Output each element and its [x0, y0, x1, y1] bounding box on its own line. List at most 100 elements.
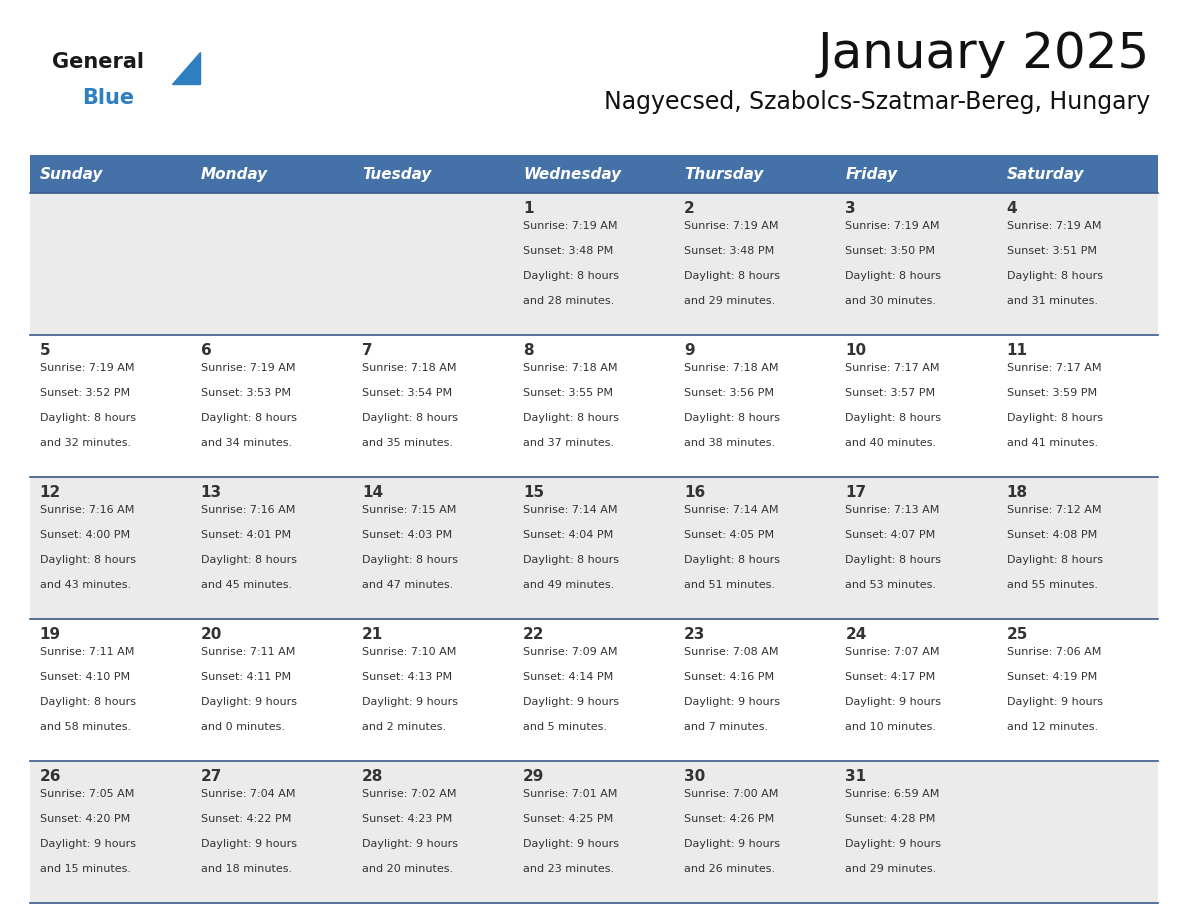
- Text: Daylight: 9 hours: Daylight: 9 hours: [362, 839, 457, 849]
- Text: Daylight: 9 hours: Daylight: 9 hours: [846, 697, 941, 707]
- Text: Sunset: 3:55 PM: Sunset: 3:55 PM: [523, 387, 613, 397]
- Text: Sunset: 3:48 PM: Sunset: 3:48 PM: [523, 246, 613, 256]
- Text: and 43 minutes.: and 43 minutes.: [39, 579, 131, 589]
- Text: Sunrise: 7:19 AM: Sunrise: 7:19 AM: [846, 221, 940, 231]
- Text: Sunset: 4:04 PM: Sunset: 4:04 PM: [523, 530, 613, 540]
- Text: Sunrise: 7:18 AM: Sunrise: 7:18 AM: [684, 363, 779, 373]
- Text: Daylight: 9 hours: Daylight: 9 hours: [684, 839, 781, 849]
- Text: Sunset: 4:14 PM: Sunset: 4:14 PM: [523, 672, 613, 682]
- Text: 15: 15: [523, 485, 544, 500]
- Text: 17: 17: [846, 485, 866, 500]
- Text: 21: 21: [362, 627, 384, 642]
- Text: and 26 minutes.: and 26 minutes.: [684, 864, 776, 874]
- Text: Daylight: 9 hours: Daylight: 9 hours: [362, 697, 457, 707]
- Text: Sunrise: 7:19 AM: Sunrise: 7:19 AM: [201, 363, 296, 373]
- Text: Daylight: 8 hours: Daylight: 8 hours: [684, 413, 781, 422]
- Text: Daylight: 8 hours: Daylight: 8 hours: [684, 271, 781, 281]
- Text: Daylight: 8 hours: Daylight: 8 hours: [846, 554, 941, 565]
- Text: Sunrise: 7:14 AM: Sunrise: 7:14 AM: [523, 505, 618, 515]
- Text: and 20 minutes.: and 20 minutes.: [362, 864, 453, 874]
- Text: Daylight: 9 hours: Daylight: 9 hours: [846, 839, 941, 849]
- Text: 4: 4: [1006, 201, 1017, 216]
- Text: 9: 9: [684, 343, 695, 358]
- Text: 18: 18: [1006, 485, 1028, 500]
- Text: Sunday: Sunday: [39, 166, 103, 182]
- Text: Sunrise: 7:09 AM: Sunrise: 7:09 AM: [523, 647, 618, 657]
- Text: Sunrise: 7:12 AM: Sunrise: 7:12 AM: [1006, 505, 1101, 515]
- Text: 25: 25: [1006, 627, 1028, 642]
- Text: 13: 13: [201, 485, 222, 500]
- Text: and 5 minutes.: and 5 minutes.: [523, 722, 607, 732]
- Text: Nagyecsed, Szabolcs-Szatmar-Bereg, Hungary: Nagyecsed, Szabolcs-Szatmar-Bereg, Hunga…: [604, 90, 1150, 114]
- Text: Daylight: 8 hours: Daylight: 8 hours: [1006, 413, 1102, 422]
- Text: Sunset: 4:22 PM: Sunset: 4:22 PM: [201, 814, 291, 823]
- Text: and 58 minutes.: and 58 minutes.: [39, 722, 131, 732]
- Text: Sunrise: 7:02 AM: Sunrise: 7:02 AM: [362, 789, 456, 799]
- Text: Sunset: 3:48 PM: Sunset: 3:48 PM: [684, 246, 775, 256]
- Text: 3: 3: [846, 201, 857, 216]
- Text: Daylight: 8 hours: Daylight: 8 hours: [846, 413, 941, 422]
- Bar: [30, 619, 1158, 761]
- Text: 27: 27: [201, 769, 222, 784]
- Text: 2: 2: [684, 201, 695, 216]
- Text: Daylight: 8 hours: Daylight: 8 hours: [201, 554, 297, 565]
- Text: Daylight: 8 hours: Daylight: 8 hours: [523, 413, 619, 422]
- Text: Daylight: 9 hours: Daylight: 9 hours: [523, 839, 619, 849]
- Text: 26: 26: [39, 769, 61, 784]
- Text: Sunrise: 7:19 AM: Sunrise: 7:19 AM: [523, 221, 618, 231]
- Text: Daylight: 8 hours: Daylight: 8 hours: [684, 554, 781, 565]
- Text: 24: 24: [846, 627, 867, 642]
- Text: 30: 30: [684, 769, 706, 784]
- Text: Sunrise: 7:19 AM: Sunrise: 7:19 AM: [684, 221, 779, 231]
- Text: 29: 29: [523, 769, 544, 784]
- Bar: [30, 761, 1158, 903]
- Text: Sunset: 4:10 PM: Sunset: 4:10 PM: [39, 672, 129, 682]
- Text: Daylight: 9 hours: Daylight: 9 hours: [684, 697, 781, 707]
- Text: Sunrise: 7:11 AM: Sunrise: 7:11 AM: [39, 647, 134, 657]
- Text: Sunset: 4:23 PM: Sunset: 4:23 PM: [362, 814, 453, 823]
- Text: Sunrise: 6:59 AM: Sunrise: 6:59 AM: [846, 789, 940, 799]
- Text: Sunrise: 7:13 AM: Sunrise: 7:13 AM: [846, 505, 940, 515]
- Text: Sunset: 4:28 PM: Sunset: 4:28 PM: [846, 814, 936, 823]
- Text: and 12 minutes.: and 12 minutes.: [1006, 722, 1098, 732]
- Text: 10: 10: [846, 343, 866, 358]
- Text: Sunset: 4:26 PM: Sunset: 4:26 PM: [684, 814, 775, 823]
- Text: Sunrise: 7:04 AM: Sunrise: 7:04 AM: [201, 789, 296, 799]
- Text: and 55 minutes.: and 55 minutes.: [1006, 579, 1098, 589]
- Text: Daylight: 8 hours: Daylight: 8 hours: [846, 271, 941, 281]
- Text: Sunset: 4:03 PM: Sunset: 4:03 PM: [362, 530, 453, 540]
- Text: Sunset: 4:16 PM: Sunset: 4:16 PM: [684, 672, 775, 682]
- Text: Monday: Monday: [201, 166, 268, 182]
- Text: Sunrise: 7:15 AM: Sunrise: 7:15 AM: [362, 505, 456, 515]
- Bar: [191, 155, 353, 193]
- Text: Sunset: 4:07 PM: Sunset: 4:07 PM: [846, 530, 936, 540]
- Text: Sunset: 4:13 PM: Sunset: 4:13 PM: [362, 672, 453, 682]
- Text: Sunset: 4:20 PM: Sunset: 4:20 PM: [39, 814, 129, 823]
- Text: and 15 minutes.: and 15 minutes.: [39, 864, 131, 874]
- Text: Daylight: 8 hours: Daylight: 8 hours: [39, 697, 135, 707]
- Text: Daylight: 8 hours: Daylight: 8 hours: [362, 413, 457, 422]
- Text: and 47 minutes.: and 47 minutes.: [362, 579, 453, 589]
- Text: Sunrise: 7:10 AM: Sunrise: 7:10 AM: [362, 647, 456, 657]
- Text: Sunrise: 7:17 AM: Sunrise: 7:17 AM: [846, 363, 940, 373]
- Text: and 41 minutes.: and 41 minutes.: [1006, 438, 1098, 448]
- Text: Daylight: 8 hours: Daylight: 8 hours: [201, 413, 297, 422]
- Text: 11: 11: [1006, 343, 1028, 358]
- Text: Sunrise: 7:19 AM: Sunrise: 7:19 AM: [39, 363, 134, 373]
- Text: and 49 minutes.: and 49 minutes.: [523, 579, 614, 589]
- Text: and 51 minutes.: and 51 minutes.: [684, 579, 776, 589]
- Bar: [30, 335, 1158, 477]
- Text: Sunset: 3:51 PM: Sunset: 3:51 PM: [1006, 246, 1097, 256]
- Text: Sunset: 3:50 PM: Sunset: 3:50 PM: [846, 246, 935, 256]
- Bar: [30, 155, 191, 193]
- Text: Daylight: 9 hours: Daylight: 9 hours: [39, 839, 135, 849]
- Text: 23: 23: [684, 627, 706, 642]
- Text: Saturday: Saturday: [1006, 166, 1083, 182]
- Text: Daylight: 9 hours: Daylight: 9 hours: [201, 697, 297, 707]
- Text: Daylight: 8 hours: Daylight: 8 hours: [1006, 554, 1102, 565]
- Text: Sunrise: 7:00 AM: Sunrise: 7:00 AM: [684, 789, 778, 799]
- Text: Sunrise: 7:11 AM: Sunrise: 7:11 AM: [201, 647, 295, 657]
- Text: 16: 16: [684, 485, 706, 500]
- Text: 1: 1: [523, 201, 533, 216]
- Text: and 30 minutes.: and 30 minutes.: [846, 296, 936, 306]
